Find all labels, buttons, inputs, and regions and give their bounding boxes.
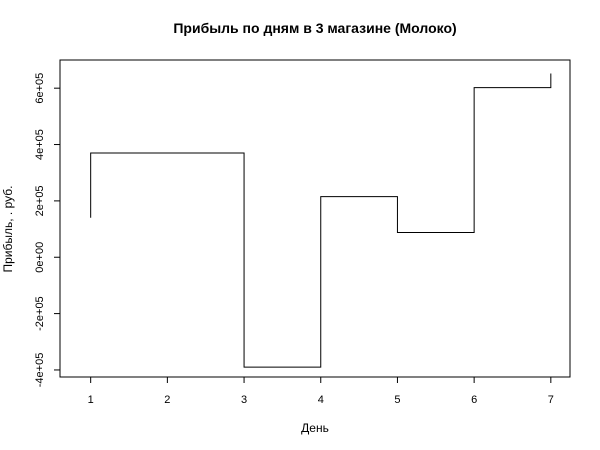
x-tick-label: 7 <box>548 394 554 406</box>
y-tick-label: 6e+05 <box>34 73 46 104</box>
x-axis: 1 2 3 4 5 6 7 <box>88 376 554 406</box>
series-group <box>90 73 552 368</box>
y-tick-label: -4e+05 <box>34 353 46 388</box>
y-tick-label: -2e+05 <box>34 296 46 331</box>
x-tick-label: 2 <box>164 394 170 406</box>
x-tick-label: 3 <box>241 394 247 406</box>
chart-title: Прибыль по дням в 3 магазине (Молоко) <box>173 20 457 36</box>
y-tick-label: 2e+05 <box>34 185 46 216</box>
y-tick-label: 4e+05 <box>34 129 46 160</box>
x-tick-label: 4 <box>318 394 324 406</box>
y-axis: -4e+05 -2e+05 0e+00 2e+05 4e+05 6e+05 <box>34 73 61 388</box>
series-line-profit <box>90 73 552 368</box>
y-tick-label: 0e+00 <box>34 242 46 273</box>
x-tick-label: 5 <box>394 394 400 406</box>
x-tick-label: 1 <box>88 394 94 406</box>
x-tick-label: 6 <box>471 394 477 406</box>
plot-frame <box>59 59 571 378</box>
x-axis-label: День <box>301 421 329 435</box>
